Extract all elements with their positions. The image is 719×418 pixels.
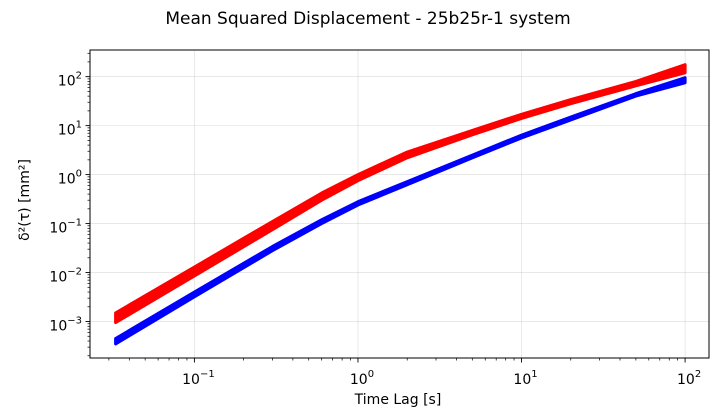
y-tick-label: 102	[58, 71, 82, 90]
grid-lines	[90, 50, 709, 358]
series-band-1	[114, 63, 687, 325]
y-tick-label: 10−3	[49, 316, 82, 335]
x-axis-label: Time Lag [s]	[354, 392, 442, 408]
x-tick-label: 10−1	[182, 369, 215, 388]
x-tick-label: 100	[350, 369, 374, 388]
y-tick-label: 10−2	[49, 267, 82, 286]
x-ticks: 10−1 100 101 102	[108, 358, 701, 388]
y-tick-label: 101	[58, 120, 82, 139]
plot-frame	[89, 49, 710, 359]
y-axis-label: δ²(τ) [mm²]	[17, 159, 33, 241]
y-tick-label: 10−1	[49, 218, 82, 237]
series-group	[114, 63, 687, 346]
y-ticks: 10−3 10−2 10−1 100 101 102	[49, 52, 90, 357]
chart-title: Mean Squared Displacement - 25b25r-1 sys…	[165, 9, 570, 29]
y-tick-label: 100	[58, 169, 82, 188]
series-band-2	[114, 76, 687, 346]
x-tick-label: 102	[677, 369, 701, 388]
x-tick-label: 101	[513, 369, 537, 388]
